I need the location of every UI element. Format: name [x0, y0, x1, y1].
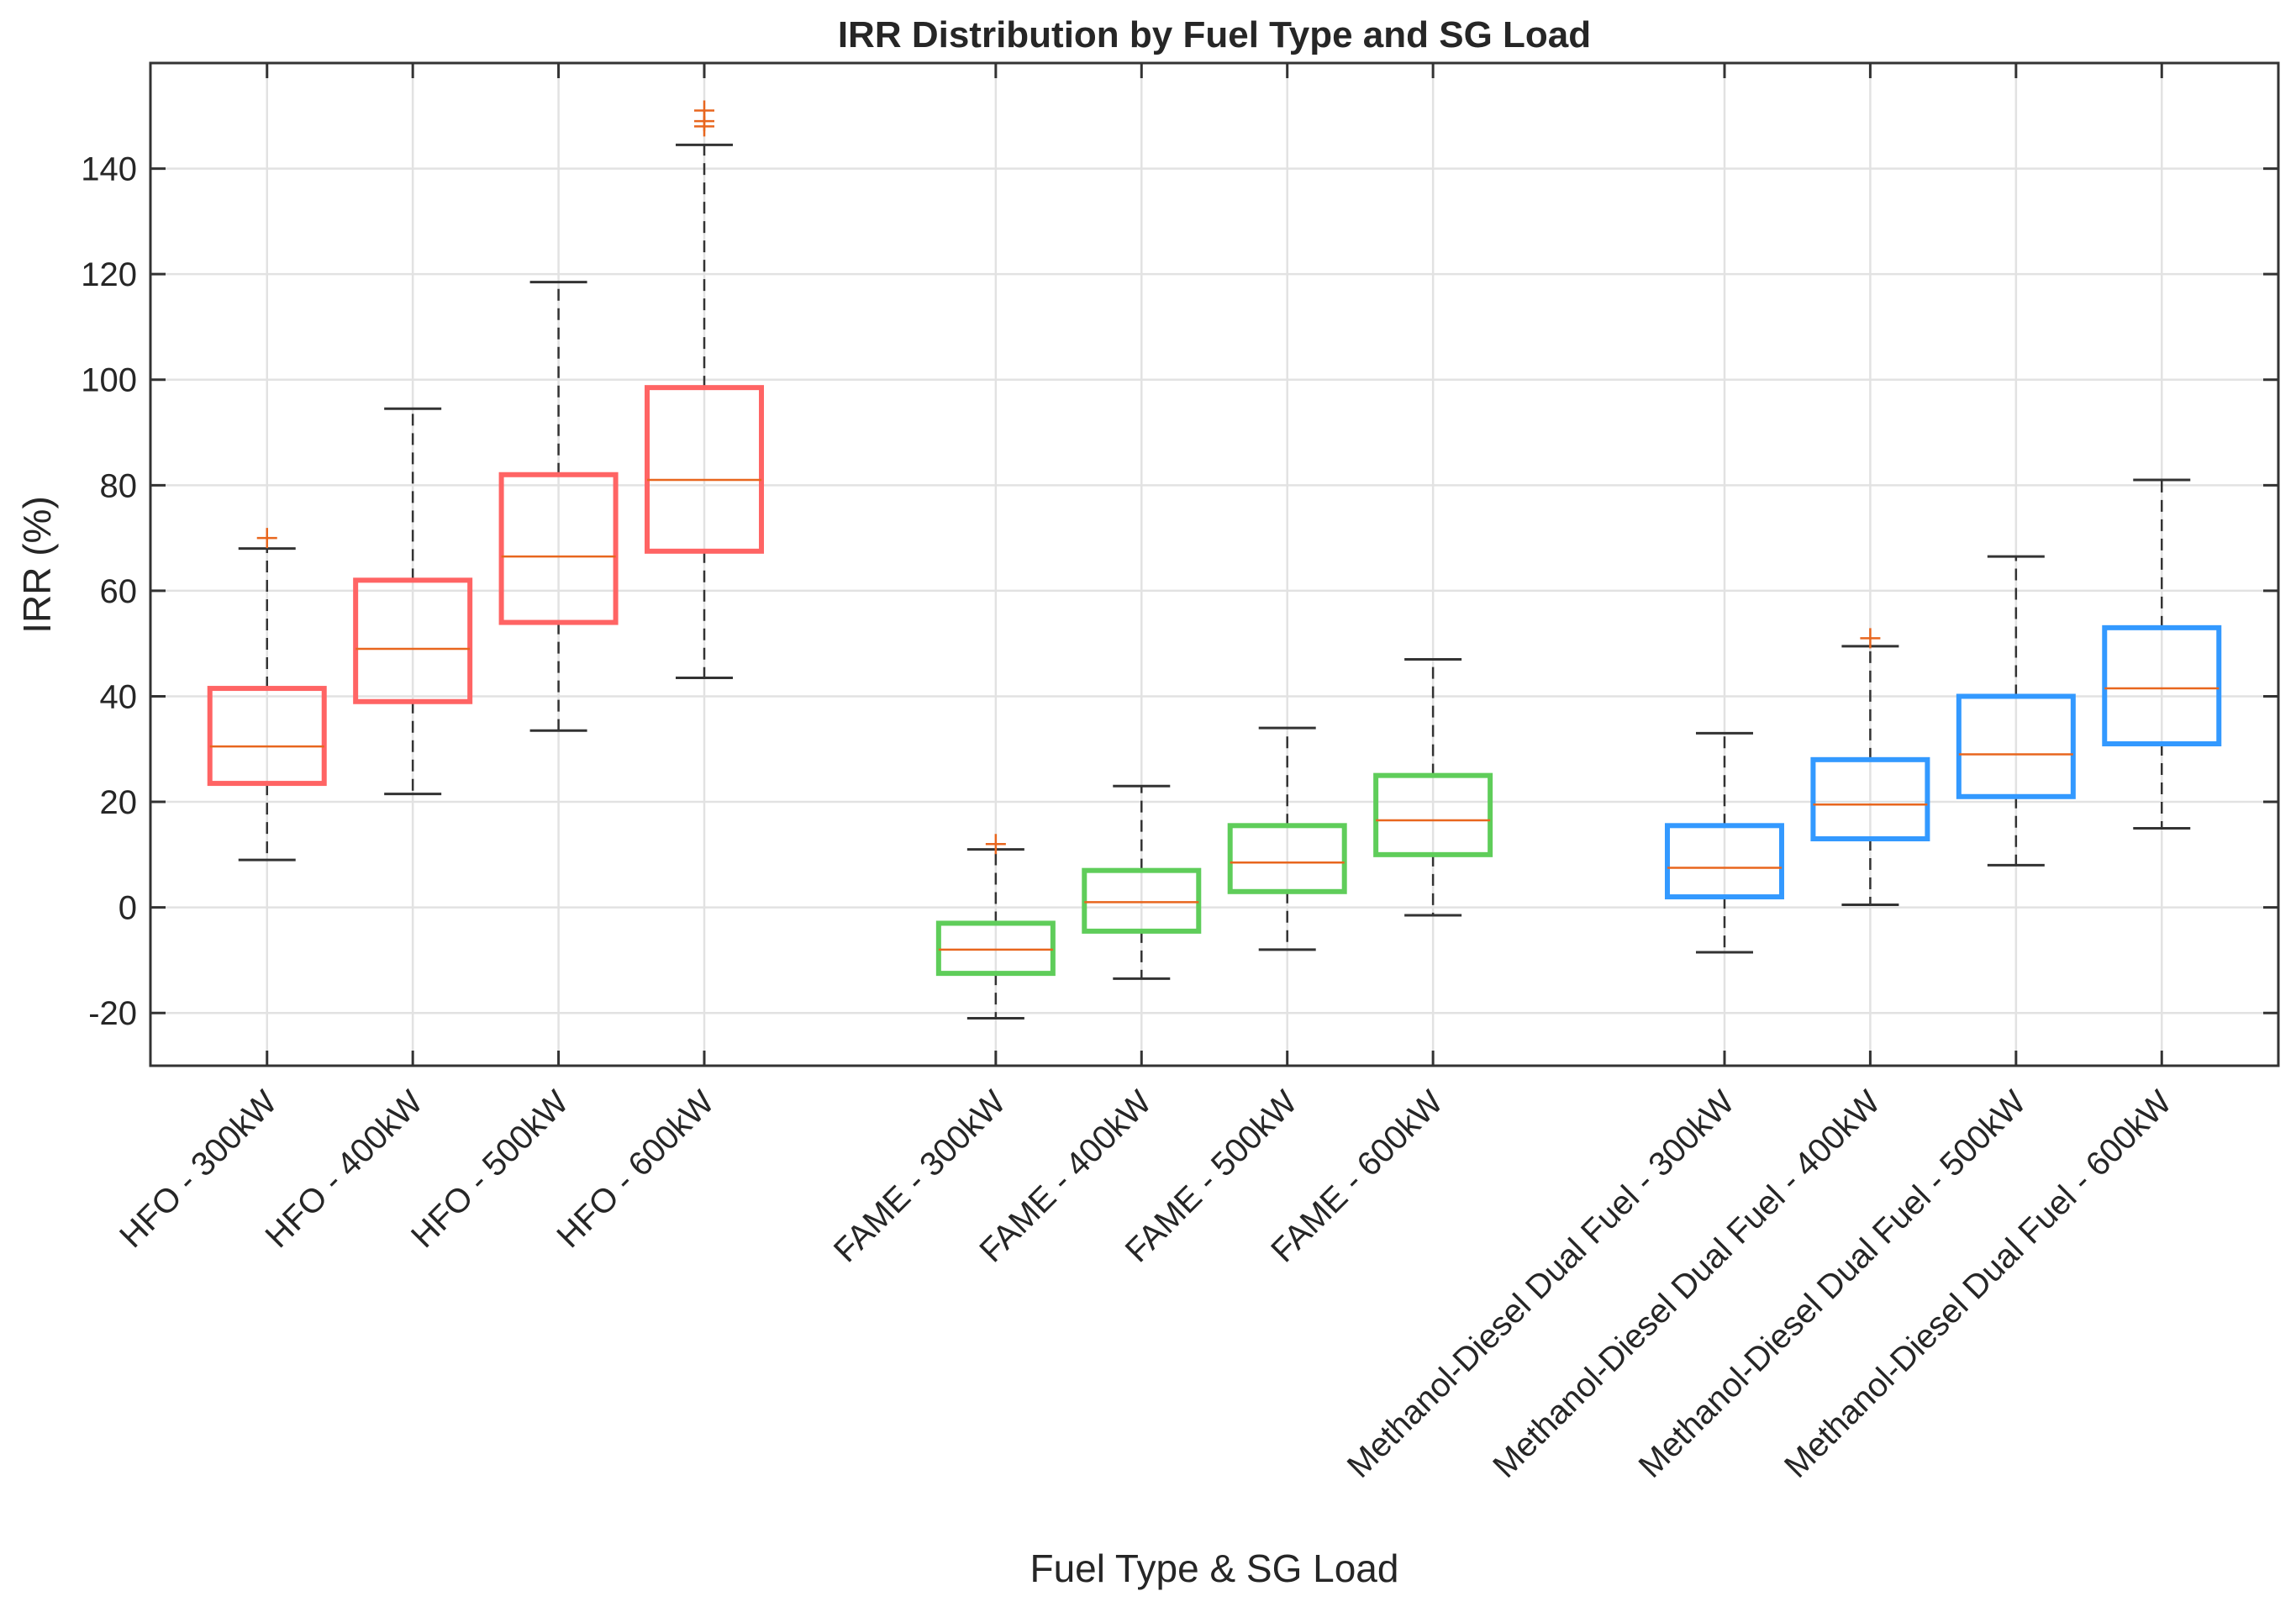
box-iqr [207, 686, 327, 787]
y-tick-label: 20 [100, 784, 138, 821]
y-tick-label: 0 [118, 890, 137, 927]
y-tick-label: 80 [100, 467, 138, 504]
outlier-marker [1860, 628, 1881, 649]
box-iqr [645, 385, 765, 554]
y-tick-label: 140 [81, 151, 137, 188]
box-iqr [353, 577, 473, 704]
box-hfo-500kw [498, 281, 619, 732]
chart-title: IRR Distribution by Fuel Type and SG Loa… [838, 14, 1591, 55]
y-tick-label: 60 [100, 573, 138, 610]
grid-lines [150, 63, 2278, 1066]
outlier-marker [694, 100, 715, 121]
box-fame-500kw [1227, 726, 1347, 951]
y-tick-label: 120 [81, 256, 137, 293]
outlier-marker [256, 528, 277, 549]
box-fame-600kw [1373, 658, 1493, 917]
box-methanol-diesel-dual-fuel-400kw [1810, 628, 1930, 906]
box-iqr [1810, 756, 1930, 842]
box-iqr [1664, 823, 1784, 900]
box-fame-400kw [1082, 784, 1202, 980]
y-tick-label: 100 [81, 362, 137, 399]
y-tick-label: -20 [88, 995, 137, 1032]
box-methanol-diesel-dual-fuel-300kw [1664, 731, 1784, 954]
outlier-marker [985, 834, 1006, 855]
box-methanol-diesel-dual-fuel-500kw [1956, 555, 2076, 867]
x-axis-label: Fuel Type & SG Load [1030, 1546, 1399, 1590]
box-fame-300kw [935, 834, 1056, 1020]
box-iqr [935, 920, 1056, 977]
box-hfo-400kw [353, 407, 473, 796]
y-axis-label: IRR (%) [15, 496, 59, 634]
plot-frame [149, 61, 2280, 1067]
x-tick-label: HFO - 600kW [550, 1083, 721, 1255]
box-methanol-diesel-dual-fuel-600kw [2102, 478, 2222, 830]
box-marks [207, 100, 2222, 1020]
box-hfo-600kw [645, 100, 765, 679]
box-iqr [1956, 693, 2076, 799]
box-hfo-300kw [207, 528, 327, 861]
box-iqr [2102, 624, 2222, 746]
box-iqr [1082, 867, 1202, 934]
box-iqr [1227, 823, 1347, 894]
box-iqr [498, 472, 619, 625]
y-tick-label: 40 [100, 678, 138, 715]
box-iqr [1373, 772, 1493, 857]
